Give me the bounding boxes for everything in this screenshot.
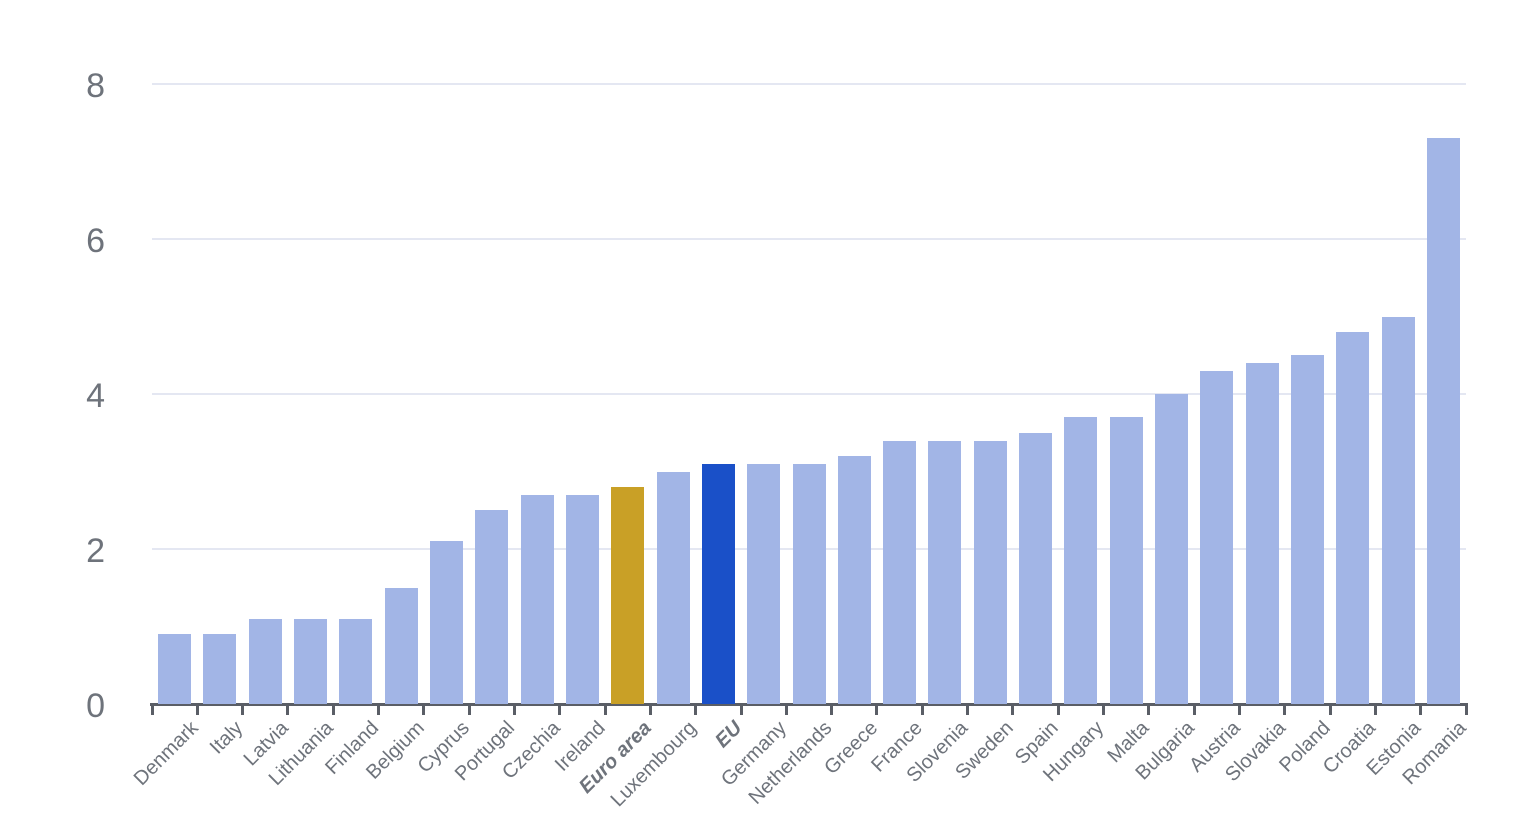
- bar-lithuania[interactable]: [294, 618, 328, 704]
- bar-cyprus[interactable]: [430, 541, 464, 704]
- x-axis-tick: [1102, 703, 1106, 715]
- bar-greece[interactable]: [837, 456, 871, 704]
- x-axis-tick: [1011, 703, 1015, 715]
- x-axis-tick: [1328, 703, 1332, 715]
- x-axis-tick: [1237, 703, 1241, 715]
- bar-euro-area[interactable]: [611, 487, 645, 704]
- bar-portugal[interactable]: [475, 510, 509, 704]
- y-axis-label-8: 8: [86, 67, 105, 105]
- bar-eu[interactable]: [701, 463, 735, 704]
- bar-france[interactable]: [883, 440, 917, 704]
- bar-hungary[interactable]: [1064, 417, 1098, 704]
- x-axis-tick: [694, 703, 698, 715]
- x-axis-tick: [784, 703, 788, 715]
- x-axis-tick: [648, 703, 652, 715]
- bar-czechia[interactable]: [520, 494, 554, 704]
- x-axis-tick: [150, 703, 154, 715]
- bar-slovenia[interactable]: [928, 440, 962, 704]
- x-axis-tick: [286, 703, 290, 715]
- x-axis-tick: [331, 703, 335, 715]
- bar-germany[interactable]: [747, 463, 781, 704]
- x-axis-tick: [1147, 703, 1151, 715]
- x-axis-label-denmark: Denmark: [129, 717, 203, 790]
- bar-malta[interactable]: [1109, 417, 1143, 704]
- x-axis-tick: [1464, 703, 1468, 715]
- bar-belgium[interactable]: [384, 587, 418, 704]
- x-axis-tick: [966, 703, 970, 715]
- bar-netherlands[interactable]: [792, 463, 826, 704]
- x-axis-tick: [1419, 703, 1423, 715]
- x-axis-line: [150, 703, 1468, 706]
- gridline-6: [152, 238, 1466, 240]
- bar-italy[interactable]: [203, 634, 237, 704]
- x-axis-tick: [377, 703, 381, 715]
- x-axis-tick: [1056, 703, 1060, 715]
- bar-latvia[interactable]: [248, 618, 282, 704]
- bar-finland[interactable]: [339, 618, 373, 704]
- x-axis-tick: [1192, 703, 1196, 715]
- y-axis-label-4: 4: [86, 377, 105, 415]
- x-axis-tick: [603, 703, 607, 715]
- bar-bulgaria[interactable]: [1154, 394, 1188, 704]
- x-axis-tick: [1283, 703, 1287, 715]
- y-axis-label-0: 0: [86, 687, 105, 725]
- x-axis-tick: [830, 703, 834, 715]
- gridline-8: [152, 83, 1466, 85]
- x-axis-tick: [1373, 703, 1377, 715]
- y-axis-label-2: 2: [86, 532, 105, 570]
- x-axis-tick: [467, 703, 471, 715]
- gridline-4: [152, 393, 1466, 395]
- x-axis-tick: [512, 703, 516, 715]
- bar-poland[interactable]: [1290, 355, 1324, 704]
- x-axis-tick: [875, 703, 879, 715]
- bar-austria[interactable]: [1200, 370, 1234, 704]
- bar-ireland[interactable]: [565, 494, 599, 704]
- x-axis-tick: [195, 703, 199, 715]
- bar-romania[interactable]: [1426, 138, 1460, 704]
- y-axis-label-6: 6: [86, 222, 105, 260]
- bar-sweden[interactable]: [973, 440, 1007, 704]
- x-axis-label-eu: EU: [710, 717, 746, 753]
- bar-luxembourg[interactable]: [656, 471, 690, 704]
- bar-estonia[interactable]: [1381, 316, 1415, 704]
- bar-croatia[interactable]: [1336, 332, 1370, 704]
- x-axis-tick: [422, 703, 426, 715]
- x-axis-tick: [241, 703, 245, 715]
- x-axis-tick: [920, 703, 924, 715]
- bar-denmark[interactable]: [158, 634, 192, 704]
- x-axis-tick: [558, 703, 562, 715]
- bar-spain[interactable]: [1019, 432, 1053, 704]
- x-axis-tick: [739, 703, 743, 715]
- bar-slovakia[interactable]: [1245, 363, 1279, 704]
